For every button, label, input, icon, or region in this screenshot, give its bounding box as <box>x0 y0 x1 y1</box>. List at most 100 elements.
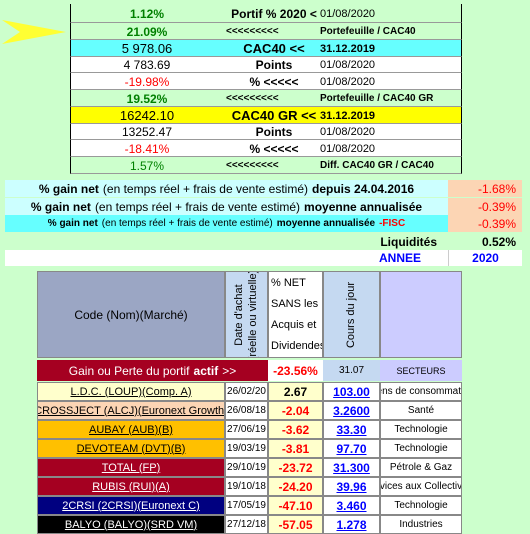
summary-row <box>70 157 462 174</box>
sector: Biens de consommation <box>380 382 462 401</box>
header-date: Date d'achat (réelle ou virtuelle) <box>225 271 268 358</box>
summary-value: 4 783.69 <box>123 58 171 72</box>
price: 1.278 <box>323 515 380 534</box>
rotated-text: Date d'achat (réelle ou virtuelle) <box>233 271 261 358</box>
total-label: Gain ou Perte du portif actif >> <box>37 360 268 381</box>
stock-name: CROSSJECT (ALCJ)(Euronext Growth) <box>37 401 225 420</box>
total-label-part: actif <box>193 363 219 378</box>
gain-label: % gain net (en temps réel + frais de vent… <box>5 215 448 232</box>
summary-label: CAC40 GR << <box>231 108 317 123</box>
net-pct: -24.20 <box>268 477 323 496</box>
buy-date: 19/03/19 <box>225 439 268 458</box>
summary-date: 01/08/2020 <box>320 7 376 20</box>
price: 33.30 <box>323 420 380 439</box>
total-sector: SECTEURS <box>380 360 462 381</box>
sector: Technologie <box>380 420 462 439</box>
buy-date: 27/06/19 <box>225 420 268 439</box>
summary-date: 01/08/2020 <box>320 75 376 88</box>
stock-name: 2CRSI (2CRSI)(Euronext C) <box>37 496 225 515</box>
summary-row <box>70 23 462 40</box>
arrow-icon <box>2 20 66 44</box>
summary-value: 13252.47 <box>121 125 173 139</box>
summary-value: 19.52% <box>126 91 168 106</box>
summary-date: 01/08/2020 <box>320 59 376 71</box>
annee-label: ANNEE <box>378 251 421 265</box>
buy-date: 26/08/18 <box>225 401 268 420</box>
price: 3.460 <box>323 496 380 515</box>
summary-row <box>70 140 462 157</box>
header-date-line: Date d'achat <box>233 283 246 346</box>
summary-row <box>70 40 462 57</box>
total-label-part: Gain ou Perte du portif <box>68 363 190 378</box>
buy-date: 17/05/19 <box>225 496 268 515</box>
summary-date: 01/08/2020 <box>320 142 376 155</box>
gain-label-part: moyenne annualisée <box>304 199 423 214</box>
stock-name: AUBAY (AUB)(B) <box>37 420 225 439</box>
summary-date: 01/08/2020 <box>320 126 376 138</box>
gain-value: -0.39% <box>448 215 522 232</box>
sector: Santé <box>380 401 462 420</box>
header-net-line: Acquis et <box>271 319 317 332</box>
header-cours-text: Cours du jour <box>345 281 358 348</box>
sector: Technologie <box>380 496 462 515</box>
summary-label: Points <box>255 58 293 72</box>
summary-label: Portif % 2020 < <box>231 6 317 21</box>
summary-date: Diff. CAC40 GR / CAC40 <box>320 160 434 171</box>
gain-label: % gain net (en temps réel + frais de vent… <box>5 198 448 215</box>
sector: Services aux Collectivités <box>380 477 462 496</box>
summary-row <box>70 73 462 90</box>
sector: Industries <box>380 515 462 534</box>
stock-name: L.D.C. (LOUP)(Comp. A) <box>37 382 225 401</box>
net-pct: -3.81 <box>268 439 323 458</box>
summary-row <box>70 107 462 124</box>
liquidites-label: Liquidités <box>380 234 437 249</box>
gain-label-part: (en temps réel + frais de vente estimé) <box>101 218 273 229</box>
gain-label-part: (en temps réel + frais de vente estimé) <box>94 199 301 214</box>
price: 39.96 <box>323 477 380 496</box>
header-date-line: (réelle ou virtuelle) <box>247 271 260 358</box>
summary-value: 1.57% <box>129 158 165 173</box>
net-pct: -57.05 <box>268 515 323 534</box>
summary-date: Portefeuille / CAC40 <box>320 26 416 37</box>
net-pct: -2.04 <box>268 401 323 420</box>
net-pct: -47.10 <box>268 496 323 515</box>
sector: Pétrole & Gaz <box>380 458 462 477</box>
net-pct: -3.62 <box>268 420 323 439</box>
sector: Technologie <box>380 439 462 458</box>
price: 3.2600 <box>323 401 380 420</box>
summary-row <box>70 90 462 107</box>
gain-label-part: % gain net <box>30 199 91 214</box>
header-code: Code (Nom)(Marché) <box>37 271 225 358</box>
header-sector <box>380 271 462 358</box>
buy-date: 26/02/20 <box>225 382 268 401</box>
price: 31.300 <box>323 458 380 477</box>
summary-label: <<<<<<<<< <box>226 26 279 37</box>
summary-label: <<<<<<<<< <box>226 93 279 104</box>
gain-value: -0.39% <box>448 198 522 215</box>
header-net: % NET SANS les Acquis et Dividendes <box>268 271 323 358</box>
summary-row <box>70 57 462 73</box>
gain-label: % gain net (en temps réel + frais de vent… <box>5 180 448 197</box>
rotated-text: Cours du jour <box>346 281 358 347</box>
header-net-line: Dividendes <box>271 340 323 353</box>
stock-name: DEVOTEAM (DVT)(B) <box>37 439 225 458</box>
buy-date: 29/10/19 <box>225 458 268 477</box>
price: 103.00 <box>323 382 380 401</box>
stock-name: BALYO (BALYO)(SRD VM) <box>37 515 225 534</box>
summary-value: 21.09% <box>126 24 168 39</box>
net-pct: 2.67 <box>268 382 323 401</box>
buy-date: 19/10/18 <box>225 477 268 496</box>
net-pct: -23.72 <box>268 458 323 477</box>
summary-label: % <<<<< <box>249 74 299 89</box>
total-net: -23.56% <box>268 360 323 381</box>
gain-label-part: % gain net <box>38 181 99 196</box>
price: 97.70 <box>323 439 380 458</box>
summary-value: 5 978.06 <box>121 41 173 56</box>
header-net-line: % NET <box>271 276 306 289</box>
total-label-part: >> <box>222 363 237 378</box>
gain-label-part: depuis 24.04.2016 <box>312 181 415 196</box>
gain-label-part: % gain net <box>47 218 98 229</box>
summary-row <box>70 124 462 140</box>
stock-name: RUBIS (RUI)(A) <box>37 477 225 496</box>
